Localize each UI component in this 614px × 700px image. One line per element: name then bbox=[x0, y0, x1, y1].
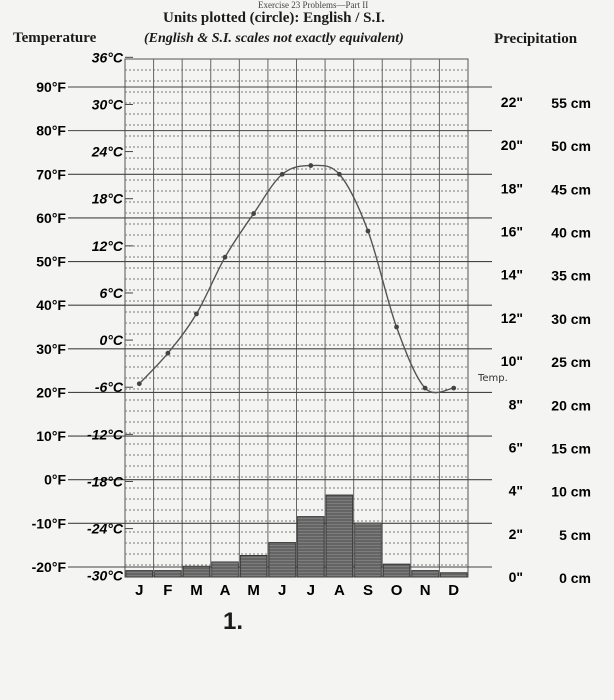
fahrenheit-label: 90°F bbox=[36, 79, 66, 95]
month-label: O bbox=[391, 582, 403, 599]
month-label: S bbox=[363, 582, 373, 599]
precip-cm-label: 10 cm bbox=[551, 484, 591, 500]
month-label: D bbox=[448, 582, 459, 599]
month-label: M bbox=[190, 582, 203, 599]
fahrenheit-label: -20°F bbox=[32, 559, 67, 575]
temperature-point bbox=[194, 311, 199, 317]
month-label: A bbox=[334, 582, 345, 599]
scales-note: (English & S.I. scales not exactly equiv… bbox=[144, 31, 404, 46]
precip-inch-label: 2" bbox=[509, 526, 523, 542]
precip-bar bbox=[411, 570, 439, 578]
precip-bar bbox=[182, 565, 211, 578]
celsius-label: -30°C bbox=[87, 568, 124, 584]
precip-inch-label: 4" bbox=[509, 483, 523, 499]
precip-bar bbox=[211, 561, 239, 578]
precip-cm-label: 50 cm bbox=[551, 138, 591, 154]
celsius-label: 24°C bbox=[91, 144, 124, 160]
precipitation-heading: Precipitation bbox=[494, 31, 578, 47]
temperature-point bbox=[422, 385, 428, 391]
temperature-heading: Temperature bbox=[13, 30, 97, 46]
precip-cm-label: 15 cm bbox=[551, 440, 591, 456]
precip-cm-label: 35 cm bbox=[551, 268, 591, 284]
temperature-point bbox=[308, 163, 314, 168]
temperature-point bbox=[394, 324, 399, 330]
celsius-label: -24°C bbox=[87, 521, 124, 537]
exercise-header: Exercise 23 Problems—Part II bbox=[258, 0, 369, 10]
precip-cm-label: 45 cm bbox=[551, 181, 591, 197]
precip-inch-label: 8" bbox=[509, 396, 523, 412]
month-label: J bbox=[307, 582, 315, 599]
celsius-label: 18°C bbox=[92, 191, 124, 207]
precip-inch-label: 14" bbox=[501, 267, 523, 283]
precip-bar bbox=[297, 516, 325, 578]
precip-inch-label: 10" bbox=[501, 353, 523, 369]
month-label: J bbox=[278, 582, 286, 599]
precip-bar bbox=[154, 570, 182, 578]
precip-inch-label: 6" bbox=[509, 439, 523, 455]
fahrenheit-label: 60°F bbox=[36, 210, 66, 226]
temperature-point bbox=[251, 211, 257, 216]
precip-inch-label: 0" bbox=[509, 569, 523, 585]
fahrenheit-label: 10°F bbox=[36, 428, 66, 444]
fahrenheit-label: 40°F bbox=[36, 297, 66, 313]
celsius-label: 36°C bbox=[92, 49, 124, 65]
precip-bar bbox=[382, 563, 411, 578]
celsius-label: -12°C bbox=[87, 426, 124, 442]
fahrenheit-label: 50°F bbox=[36, 254, 66, 270]
precip-bar bbox=[354, 522, 382, 578]
celsius-label: 30°C bbox=[92, 96, 124, 112]
month-label: A bbox=[220, 582, 231, 599]
temperature-point bbox=[336, 171, 342, 177]
celsius-label: 6°C bbox=[100, 285, 124, 301]
precip-cm-label: 5 cm bbox=[559, 527, 591, 543]
units-plotted-line: Units plotted (circle): English / S.I. bbox=[163, 10, 385, 26]
temperature-point bbox=[451, 385, 457, 391]
fahrenheit-label: 80°F bbox=[36, 123, 66, 139]
fahrenheit-label: -10°F bbox=[32, 515, 67, 531]
celsius-label: 12°C bbox=[92, 238, 124, 254]
precip-inch-label: 16" bbox=[501, 224, 523, 240]
temperature-point bbox=[165, 350, 171, 356]
precip-cm-label: 25 cm bbox=[551, 354, 591, 370]
figure-number: 1. bbox=[223, 608, 244, 635]
precip-bar bbox=[125, 570, 153, 578]
precip-cm-label: 55 cm bbox=[551, 95, 591, 111]
precip-bar bbox=[440, 572, 468, 578]
temperature-point bbox=[279, 171, 285, 177]
precip-inch-label: 12" bbox=[501, 310, 523, 326]
fahrenheit-label: 20°F bbox=[36, 384, 66, 400]
precip-bar bbox=[239, 555, 268, 578]
celsius-label: -18°C bbox=[87, 473, 124, 489]
month-label: N bbox=[420, 582, 431, 599]
precip-bar bbox=[325, 494, 354, 578]
temperature-line-label: Temp. bbox=[477, 373, 508, 384]
month-label: J bbox=[135, 582, 143, 599]
fahrenheit-label: 30°F bbox=[36, 341, 66, 357]
temperature-point bbox=[365, 228, 371, 234]
precip-cm-label: 20 cm bbox=[551, 397, 591, 413]
precip-inch-label: 18" bbox=[501, 180, 523, 196]
precip-cm-label: 40 cm bbox=[551, 225, 591, 241]
precip-inch-label: 22" bbox=[501, 94, 523, 110]
month-label: F bbox=[163, 582, 172, 599]
temperature-point bbox=[222, 254, 228, 260]
month-label: M bbox=[247, 582, 260, 599]
precip-cm-label: 30 cm bbox=[551, 311, 591, 327]
precip-bar bbox=[268, 542, 296, 578]
fahrenheit-label: 0°F bbox=[44, 472, 66, 488]
precip-cm-label: 0 cm bbox=[559, 570, 591, 586]
fahrenheit-label: 70°F bbox=[36, 166, 66, 182]
celsius-label: 0°C bbox=[100, 332, 124, 348]
precip-inch-label: 20" bbox=[501, 137, 523, 153]
celsius-label: -6°C bbox=[95, 379, 124, 395]
temperature-point bbox=[136, 381, 142, 387]
